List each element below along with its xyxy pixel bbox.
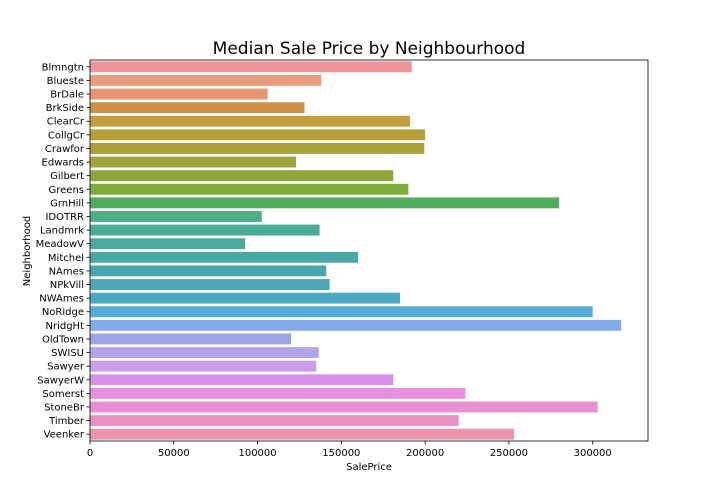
bar-blueste: [90, 74, 322, 86]
bar-oldtown: [90, 333, 292, 345]
bar-timber: [90, 415, 459, 427]
x-tick-label: 250000: [490, 448, 528, 459]
bar-npkvill: [90, 279, 330, 290]
bar-sawyerw: [90, 374, 394, 386]
bar-clearcr: [90, 115, 411, 127]
bar-edwards: [90, 156, 297, 168]
chart-title: Median Sale Price by Neighbourhood: [213, 39, 526, 59]
bar-swisu: [90, 347, 319, 358]
y-tick-label: SWISU: [51, 348, 84, 359]
y-axis-ticks: Blmngtn Blueste BrDale BrkSide ClearCr CollgC…: [36, 62, 90, 441]
bar-crawfor: [90, 143, 425, 154]
bar-gilbert: [90, 170, 394, 182]
y-tick-label: Edwards: [42, 158, 84, 169]
bar-veenker: [90, 428, 514, 440]
x-tick-label: 50000: [158, 448, 190, 459]
x-tick-label: 200000: [406, 448, 444, 459]
bar-mitchel: [90, 251, 359, 263]
x-axis-label: SalePrice: [346, 462, 392, 473]
y-tick-label: Sawyer: [47, 362, 85, 373]
y-tick-label: Blueste: [47, 76, 84, 87]
bar-blmngtn: [90, 61, 412, 73]
bar-greens: [90, 183, 409, 195]
y-tick-label: NAmes: [49, 266, 84, 277]
y-tick-label: Landmrk: [40, 226, 84, 237]
bar-stonebr: [90, 401, 598, 413]
bar-idotrr: [90, 211, 262, 222]
x-tick-label: 300000: [574, 448, 612, 459]
bar-sawyer: [90, 360, 317, 372]
bars-group: [90, 61, 622, 440]
bar-brdale: [90, 88, 268, 100]
y-tick-label: Gilbert: [50, 171, 84, 182]
bar-names: [90, 265, 327, 277]
y-tick-label: IDOTRR: [45, 212, 84, 223]
y-tick-label: Veenker: [44, 430, 85, 441]
y-tick-label: NoRidge: [42, 307, 84, 318]
y-tick-label: GrnHill: [50, 198, 84, 209]
y-tick-label: Mitchel: [48, 253, 84, 264]
y-tick-label: Timber: [48, 416, 85, 427]
bar-noridge: [90, 306, 593, 318]
bar-brkside: [90, 102, 305, 114]
bar-collgcr: [90, 129, 426, 141]
y-tick-label: Blmngtn: [42, 62, 84, 73]
y-axis-label: Neighborhood: [22, 216, 33, 286]
bar-meadowv: [90, 238, 245, 250]
bar-nwames: [90, 292, 400, 304]
x-tick-label: 0: [87, 448, 93, 459]
y-tick-label: NWAmes: [39, 294, 84, 305]
y-tick-label: MeadowV: [36, 239, 85, 250]
bar-landmrk: [90, 224, 320, 236]
y-tick-label: StoneBr: [44, 402, 85, 413]
y-tick-label: BrDale: [50, 90, 84, 101]
bar-somerst: [90, 387, 466, 399]
y-tick-label: ClearCr: [47, 117, 85, 128]
y-tick-label: BrkSide: [46, 103, 84, 114]
x-tick-label: 150000: [322, 448, 360, 459]
bar-grnhill: [90, 197, 560, 209]
y-tick-label: OldTown: [42, 334, 84, 345]
y-tick-label: NridgHt: [45, 321, 84, 332]
plot-frame: [89, 59, 649, 442]
bar-nridght: [90, 319, 622, 331]
y-tick-label: SawyerW: [37, 375, 84, 386]
y-tick-label: Crawfor: [45, 144, 85, 155]
y-tick-label: NPkVill: [50, 280, 84, 291]
x-tick-label: 100000: [238, 448, 276, 459]
y-tick-label: Greens: [49, 185, 85, 196]
y-tick-label: CollgCr: [48, 130, 85, 141]
x-axis-ticks: 0 50000 100000 150000 200000 250000 300000: [87, 441, 612, 459]
y-tick-label: Somerst: [42, 389, 84, 400]
